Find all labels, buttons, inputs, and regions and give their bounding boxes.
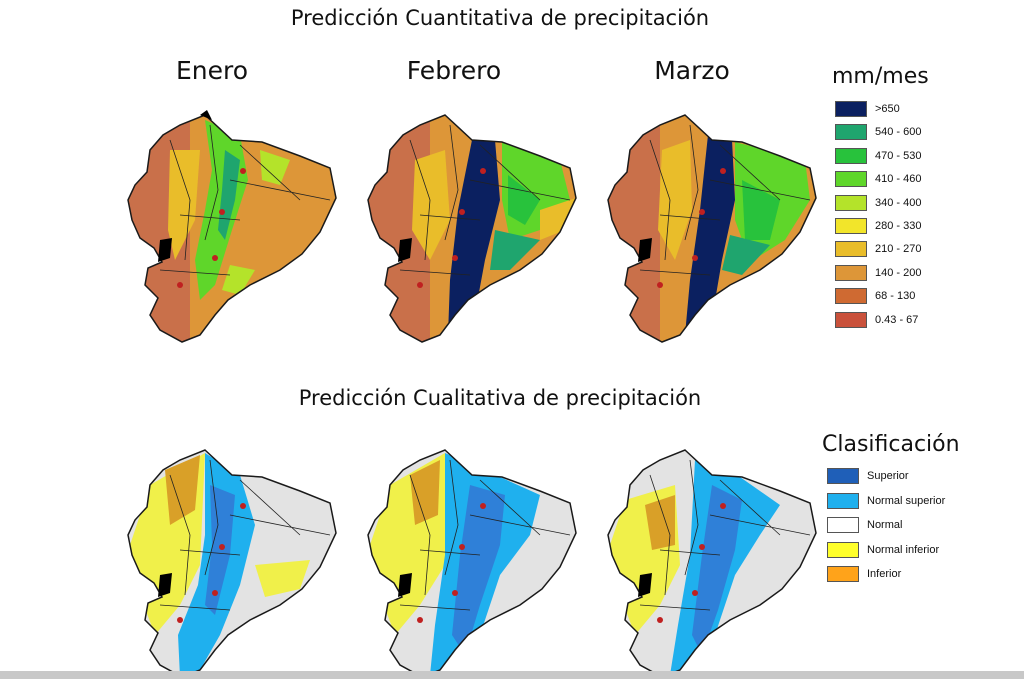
qual-legend-title: Clasificación bbox=[822, 432, 960, 457]
quant-legend-swatch bbox=[835, 218, 867, 234]
map-qual-febrero bbox=[367, 449, 577, 678]
quant-legend-item: 68 - 130 bbox=[835, 287, 915, 305]
quant-legend-item: 470 - 530 bbox=[835, 147, 921, 165]
quant-legend-label: 68 - 130 bbox=[875, 290, 916, 303]
quant-legend-label: 470 - 530 bbox=[875, 149, 922, 162]
map-quant-febrero bbox=[367, 114, 577, 343]
qual-legend-item: Superior bbox=[827, 467, 909, 485]
quant-legend-swatch bbox=[835, 288, 867, 305]
quant-legend-label: 280 - 330 bbox=[875, 220, 922, 232]
quant-legend-label: 0.43 - 67 bbox=[875, 313, 919, 326]
qual-legend-swatch bbox=[827, 468, 859, 484]
quant-legend-label: 410 - 460 bbox=[875, 173, 922, 186]
quant-legend-swatch bbox=[835, 124, 867, 141]
quant-legend-swatch bbox=[835, 311, 867, 328]
quant-legend-item: >650 bbox=[835, 100, 900, 118]
quant-legend-item: 210 - 270 bbox=[835, 240, 921, 258]
quant-legend-label: 210 - 270 bbox=[875, 243, 922, 256]
qual-legend-item: Normal inferior bbox=[827, 541, 939, 559]
quant-legend-label: 340 - 400 bbox=[875, 196, 922, 209]
quant-legend-swatch bbox=[835, 264, 867, 281]
qual-legend-swatch bbox=[827, 566, 859, 583]
quant-legend-swatch bbox=[835, 241, 867, 258]
qual-legend-item: Inferior bbox=[827, 565, 901, 583]
qual-legend-label: Normal superior bbox=[867, 494, 946, 507]
quant-legend-item: 140 - 200 bbox=[835, 264, 921, 282]
quant-legend-title: mm/mes bbox=[832, 64, 929, 89]
bottom-border bbox=[0, 671, 1024, 679]
month-label-febrero: Febrero bbox=[406, 56, 502, 85]
quant-legend-label: 140 - 200 bbox=[875, 266, 922, 279]
map-quant-enero bbox=[127, 110, 337, 343]
month-label-marzo: Marzo bbox=[654, 56, 730, 85]
month-label-enero: Enero bbox=[175, 56, 249, 85]
qual-legend-label: Normal inferior bbox=[867, 543, 940, 556]
qual-legend-label: Normal bbox=[867, 519, 903, 532]
qual-legend-item: Normal bbox=[827, 516, 902, 534]
map-qual-enero bbox=[127, 449, 337, 678]
map-quant-marzo bbox=[607, 114, 817, 343]
quant-legend-swatch bbox=[835, 101, 867, 117]
quant-legend-swatch bbox=[835, 171, 867, 188]
map-qual-marzo bbox=[607, 449, 817, 678]
qual-legend-swatch bbox=[827, 541, 859, 558]
qual-legend-swatch bbox=[827, 492, 859, 509]
quant-legend-swatch bbox=[835, 194, 867, 211]
qual-legend-label: Inferior bbox=[867, 568, 902, 581]
qual-legend-item: Normal superior bbox=[827, 492, 945, 510]
quantitative-title: Predicción Cuantitativa de precipitación bbox=[290, 6, 710, 30]
qualitative-title: Predicción Cualitativa de precipitación bbox=[298, 386, 702, 410]
quant-legend-item: 0.43 - 67 bbox=[835, 311, 918, 329]
qual-legend-label: Superior bbox=[867, 470, 909, 482]
quant-legend-item: 280 - 330 bbox=[835, 217, 921, 235]
quant-legend-label: >650 bbox=[875, 103, 900, 115]
quant-legend-item: 410 - 460 bbox=[835, 170, 921, 188]
quant-legend-swatch bbox=[835, 147, 867, 164]
qual-legend-swatch bbox=[827, 517, 859, 534]
quant-legend-item: 340 - 400 bbox=[835, 194, 921, 212]
quant-legend-label: 540 - 600 bbox=[875, 126, 922, 139]
quant-legend-item: 540 - 600 bbox=[835, 123, 921, 141]
